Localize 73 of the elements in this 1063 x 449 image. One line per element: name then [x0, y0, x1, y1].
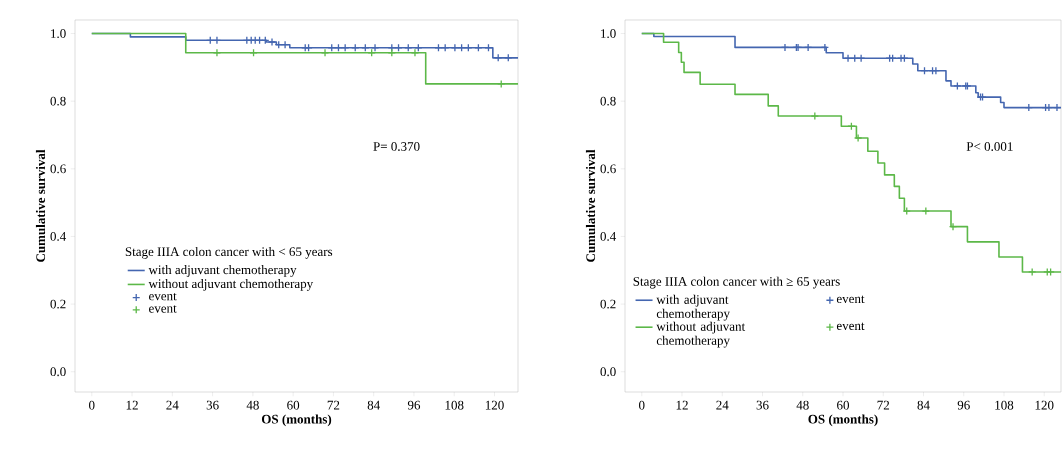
x-tick-label: 96	[957, 400, 970, 410]
x-tick-label: 72	[327, 400, 340, 410]
y-axis-title: Cumulative survival	[35, 149, 46, 262]
y-tick-label: 1.0	[51, 29, 66, 38]
legend-label: event	[836, 322, 865, 331]
point	[1028, 267, 1037, 277]
point	[320, 48, 330, 57]
x-tick-label: 36	[756, 400, 769, 410]
point	[820, 43, 830, 52]
annotation: P= 0.370	[373, 142, 420, 151]
point	[370, 43, 380, 52]
y-tick-label: 0.0	[50, 367, 66, 377]
point	[856, 54, 866, 63]
legend-label: event	[836, 295, 865, 304]
x-tick-label: 96	[407, 400, 421, 410]
legend-label: event	[149, 305, 177, 313]
x-tick-label: 84	[367, 400, 380, 410]
x-tick-label: 120	[1035, 400, 1054, 410]
y-tick-label: 0.0	[600, 367, 616, 377]
y-tick-label: 0.2	[600, 299, 616, 309]
point	[212, 48, 222, 57]
y-tick-label: 0.2	[50, 299, 66, 309]
legend-title: Stage IIIA colon cancer with ≥ 65 years	[633, 276, 840, 289]
point	[212, 36, 222, 45]
point	[267, 37, 277, 47]
y-axis-title: Cumulative survival	[585, 149, 596, 262]
x-tick-label: 0	[89, 400, 95, 410]
x-tick-label: 36	[206, 400, 219, 410]
point	[948, 222, 958, 231]
point	[780, 43, 790, 52]
point	[494, 53, 503, 63]
y-tick-label: 0.4	[50, 232, 67, 241]
legend-label: without adjuvant chemotherapy	[656, 321, 746, 348]
x-tick-label: 24	[166, 400, 179, 410]
point	[1052, 103, 1062, 112]
legend-label: with adjuvant chemotherapy	[148, 264, 297, 277]
point	[953, 81, 962, 91]
x-tick-label: 48	[796, 400, 809, 410]
legend-title: Stage IIIA colon cancer with < 65 years	[125, 246, 333, 259]
y-tick-label: 0.8	[600, 96, 616, 106]
y-tick-label: 0.6	[50, 164, 66, 174]
point	[410, 48, 420, 57]
x-tick-label: 0	[639, 400, 645, 410]
x-tick-label: 120	[485, 400, 504, 410]
x-tick-label: 60	[287, 400, 300, 410]
x-tick-label: 108	[445, 400, 464, 410]
x-tick-label: 24	[716, 400, 729, 410]
point	[902, 206, 911, 216]
y-tick-label: 0.4	[600, 232, 617, 241]
legend-label: without adjuvant chemotherapy	[148, 278, 314, 291]
annotation: P< 0.001	[966, 142, 1013, 151]
point	[280, 40, 290, 49]
legend-label: event	[149, 292, 177, 301]
y-tick-label: 0.6	[600, 164, 616, 174]
y-tick-label: 1.0	[601, 29, 616, 38]
x-axis-title: OS (months)	[808, 414, 878, 427]
point	[497, 79, 506, 89]
x-tick-label: 12	[676, 400, 688, 410]
point	[853, 133, 863, 143]
point	[921, 206, 930, 216]
x-tick-label: 84	[917, 400, 930, 410]
point	[843, 54, 853, 63]
x-tick-label: 108	[995, 400, 1014, 410]
point	[450, 43, 460, 52]
point	[504, 53, 513, 63]
y-tick-label: 0.8	[50, 96, 66, 106]
x-tick-label: 72	[877, 400, 890, 410]
x-tick-label: 60	[837, 400, 850, 410]
point	[803, 43, 813, 52]
x-axis-title: OS (months)	[261, 414, 332, 427]
x-tick-label: 48	[246, 400, 259, 410]
point	[810, 111, 819, 121]
x-tick-label: 12	[126, 400, 138, 410]
